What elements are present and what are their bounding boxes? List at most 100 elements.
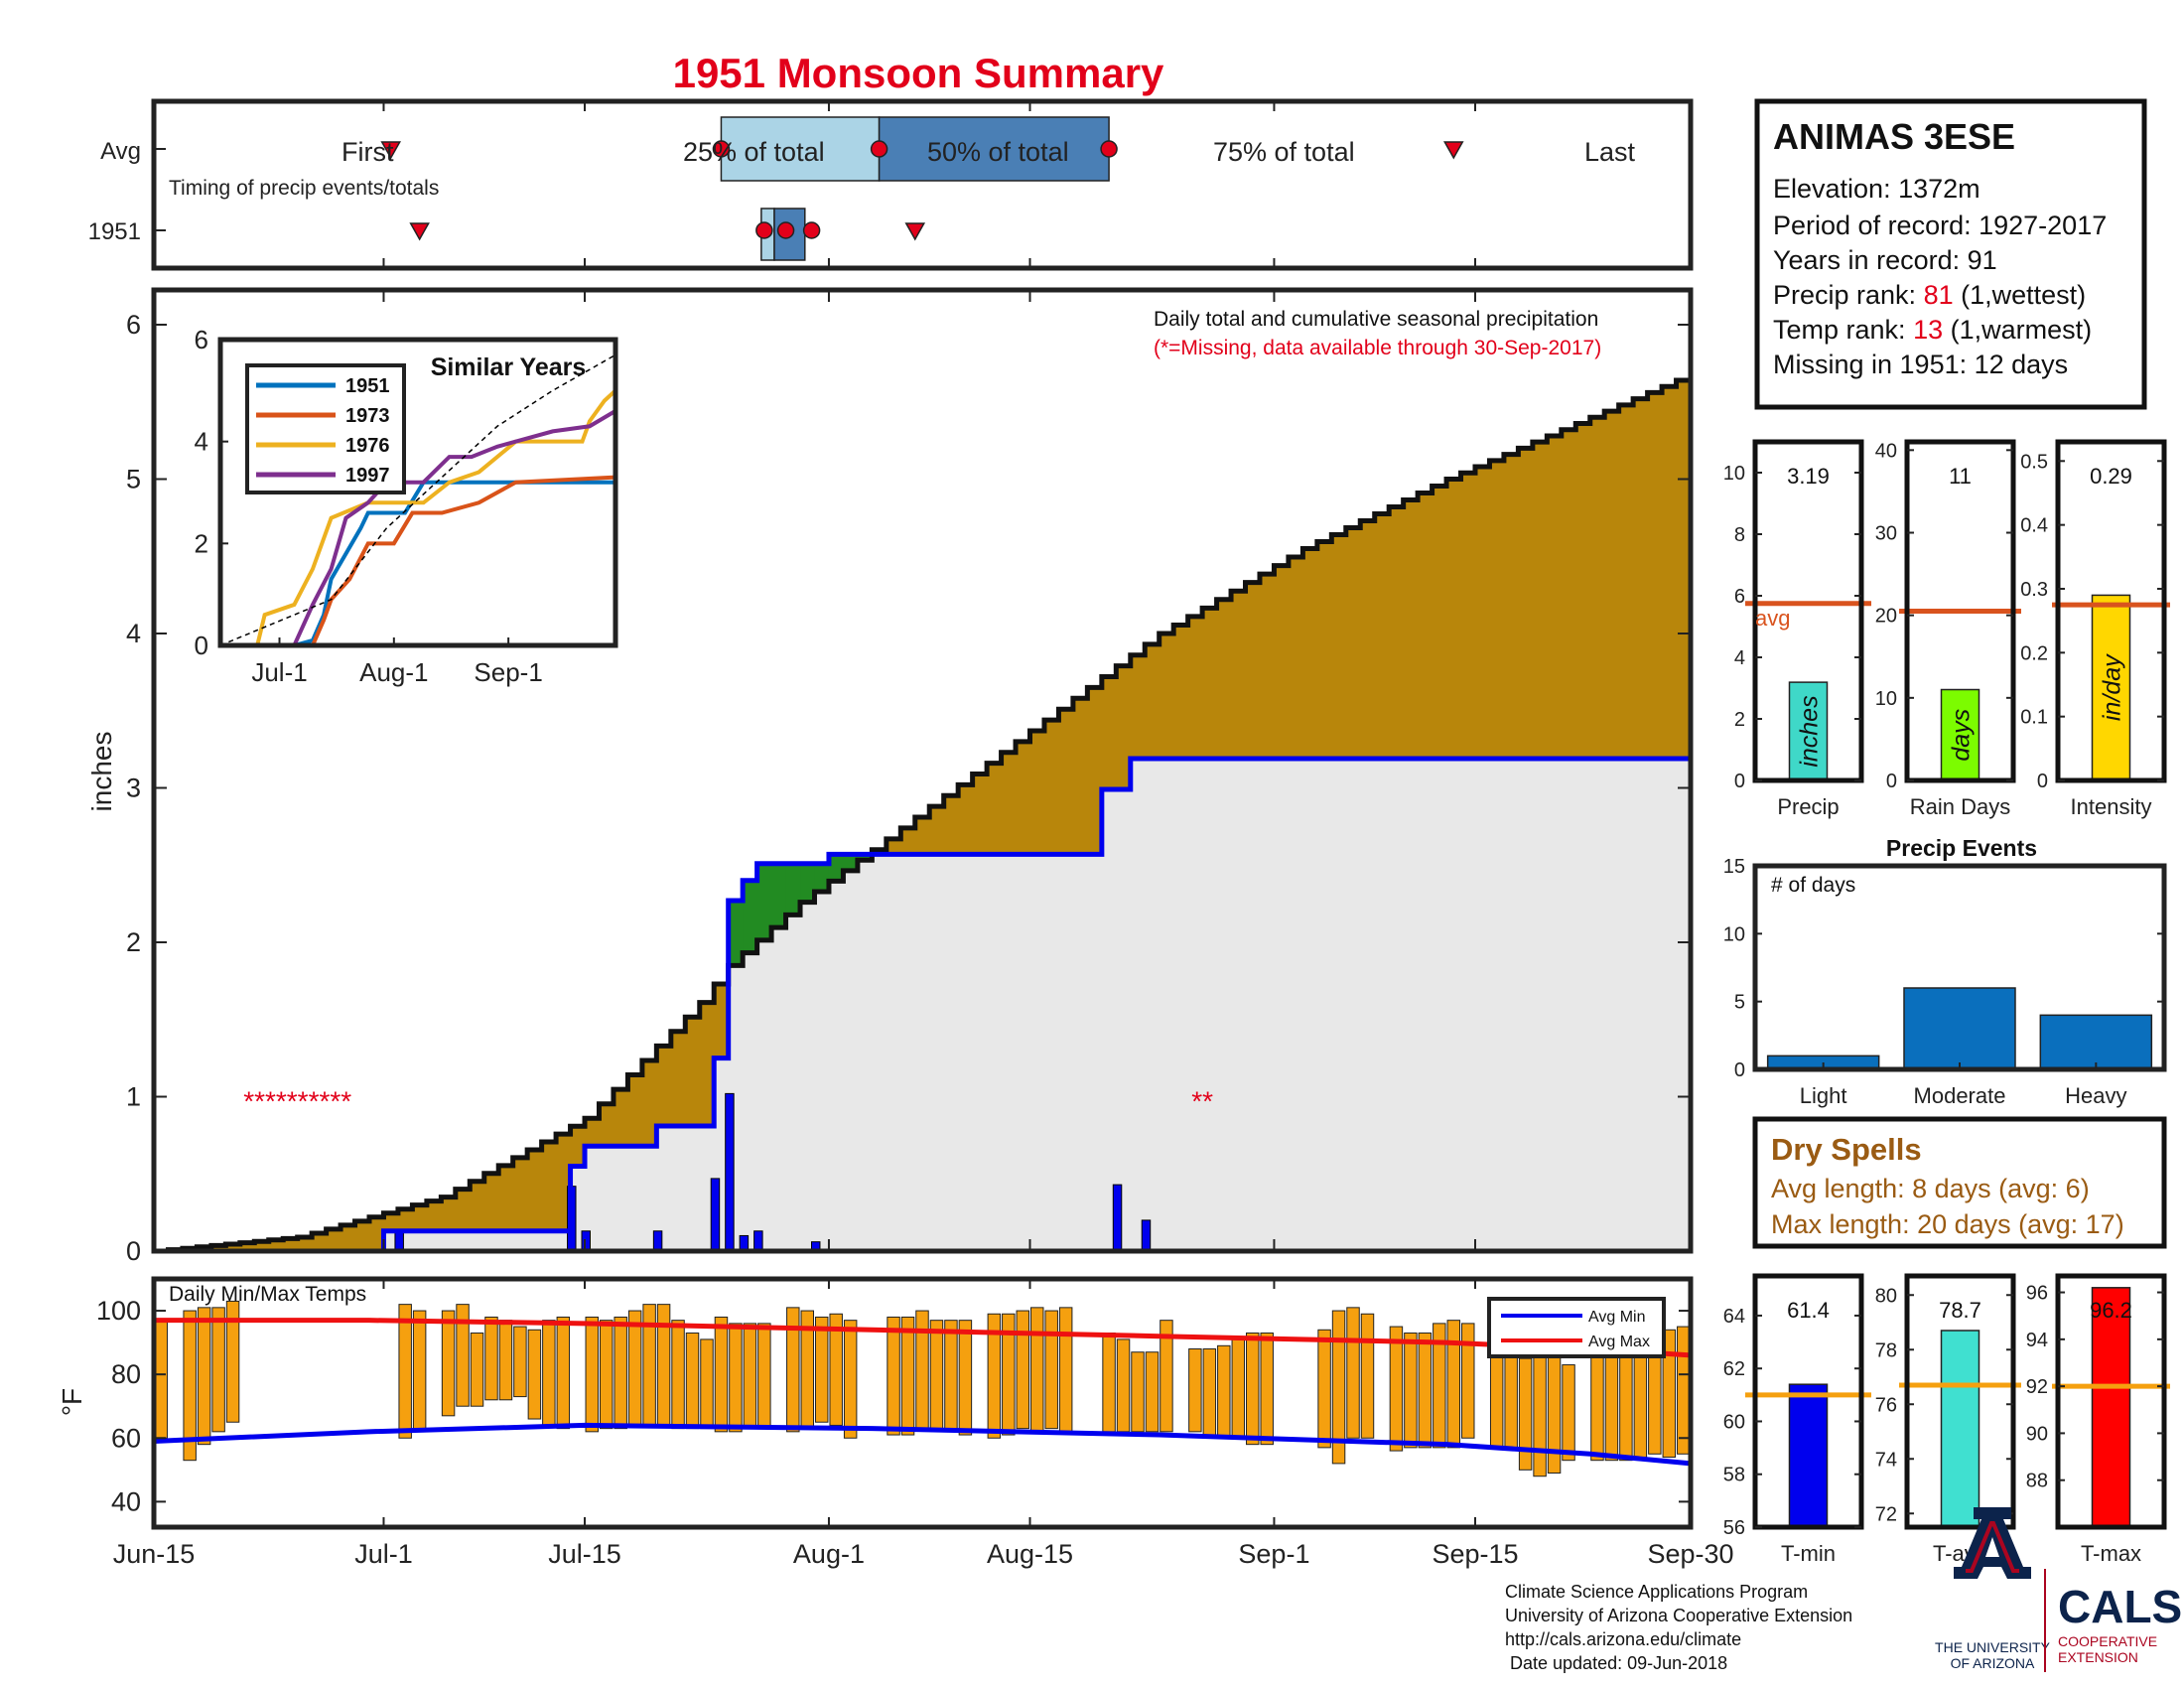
similar-years-inset: Similar Years 1951 1973 1976 1997 0 2 4 6 Jul-1… xyxy=(195,325,618,687)
rain_days-bar xyxy=(1940,688,1980,781)
legend-avg-max: Avg Max xyxy=(1588,1334,1650,1350)
t_max-y-tick-label: 88 xyxy=(2026,1471,2048,1492)
main-y-tick-label: 2 xyxy=(126,927,141,957)
intensity-y-tick-label: 0.4 xyxy=(2020,515,2048,537)
university-of-arizona-logo: THE UNIVERSITY OF ARIZONA xyxy=(1935,1507,2051,1671)
daily-temp-bar xyxy=(627,1310,642,1426)
p75-label: 75% of total xyxy=(1213,137,1355,167)
above-avg-area xyxy=(756,863,772,940)
main-y-tick-label: 4 xyxy=(126,619,141,648)
precip-events-title: Precip Events xyxy=(1886,835,2037,861)
daily-temp-bar xyxy=(441,1310,456,1417)
daily-temp-bar xyxy=(456,1304,470,1407)
precip-avg-label: avg xyxy=(1755,606,1790,631)
daily-temp-bar xyxy=(743,1323,757,1430)
precip-event-bar-heavy xyxy=(2039,1014,2153,1070)
footer-line3: http://cals.arizona.edu/climate xyxy=(1505,1629,1741,1649)
inset-x-tick-label: Jul-1 xyxy=(251,657,307,687)
daily-temp-bar xyxy=(556,1316,571,1430)
daily-temp-bar xyxy=(154,1320,168,1439)
p50-label: 50% of total xyxy=(927,137,1069,167)
station-missing: Missing in 1951: 12 days xyxy=(1773,350,2068,379)
t_avg-y-tick-label: 76 xyxy=(1875,1394,1897,1416)
above-avg-area xyxy=(828,854,844,882)
daily-temp-bar xyxy=(958,1320,973,1436)
t_min-y-tick-label: 60 xyxy=(1723,1411,1745,1433)
daily-temp-bar xyxy=(513,1326,527,1398)
daily-temp-bar xyxy=(1562,1364,1575,1462)
daily-temp-bar xyxy=(656,1304,671,1426)
main-y-tick-label: 6 xyxy=(126,310,141,340)
dry-spells-avg: Avg length: 8 days (avg: 6) xyxy=(1771,1174,2090,1203)
x-tick-label: Jul-1 xyxy=(354,1539,413,1569)
avg-p50-marker xyxy=(870,140,888,158)
temp-y-tick-label: 40 xyxy=(111,1486,141,1516)
rain_days-y-tick-label: 20 xyxy=(1875,606,1897,628)
cumulative-1951-line xyxy=(380,756,1691,1251)
daily-temp-bar xyxy=(1202,1348,1217,1436)
daily-temp-bar xyxy=(1389,1326,1404,1452)
daily-temp-bar xyxy=(900,1316,915,1436)
legend-avg-min: Avg Min xyxy=(1588,1309,1646,1326)
p25-label: 25% of total xyxy=(683,137,825,167)
t_min-y-tick-label: 56 xyxy=(1723,1517,1745,1539)
rain_days-y-tick-label: 10 xyxy=(1875,688,1897,710)
daily-temp-bar xyxy=(887,1316,900,1436)
precip_total-frame xyxy=(1752,439,1864,783)
precip_total-x-label: Precip xyxy=(1777,794,1839,819)
t_max-value-label: 96.2 xyxy=(2090,1298,2132,1323)
precip-events-ylabel: # of days xyxy=(1771,874,1855,897)
daily-temp-bar xyxy=(671,1320,685,1430)
daily-temp-bar xyxy=(1518,1357,1533,1471)
daily-temp-bar xyxy=(412,1310,427,1433)
daily-temp-bar xyxy=(1058,1307,1073,1433)
t_avg-y-tick-label: 78 xyxy=(1875,1339,1897,1361)
daily-temp-bar xyxy=(729,1323,743,1433)
intensity-frame xyxy=(2055,439,2167,783)
daily-temp-bar xyxy=(843,1320,858,1439)
rain_days-bar-label: days xyxy=(1948,709,1976,762)
temp-y-tick-label: 100 xyxy=(96,1296,141,1326)
daily-temp-bar xyxy=(1590,1348,1604,1462)
t_avg-y-tick-label: 80 xyxy=(1875,1285,1897,1307)
x-tick-label: Jun-15 xyxy=(113,1539,196,1569)
daily-temp-bar xyxy=(484,1316,498,1401)
events-x-tick-label: Heavy xyxy=(2065,1083,2126,1108)
footer-line4: Date updated: 09-Jun-2018 xyxy=(1505,1653,1727,1673)
precip_total-bar-label: inches xyxy=(1796,695,1824,767)
cals-line1: COOPERATIVE xyxy=(2058,1633,2157,1649)
t_avg-y-tick-label: 72 xyxy=(1875,1503,1897,1525)
t_min-x-label: T-min xyxy=(1781,1541,1836,1566)
last-label: Last xyxy=(1584,137,1636,167)
above-avg-area xyxy=(785,863,801,915)
daily-temp-bar xyxy=(1619,1341,1633,1462)
above-avg-area xyxy=(728,901,744,966)
main-ylabel: inches xyxy=(86,732,117,812)
daily-temp-bar xyxy=(1145,1351,1160,1433)
daily-temp-bar xyxy=(1160,1320,1173,1433)
temps-legend: Avg Min Avg Max xyxy=(1487,1297,1666,1358)
t_min-value-label: 61.4 xyxy=(1787,1298,1830,1323)
daily-temp-bar xyxy=(1418,1332,1433,1449)
temps-frame xyxy=(151,1276,1694,1530)
daily-temp-bar xyxy=(183,1310,197,1462)
precip_total-y-tick-label: 10 xyxy=(1723,463,1745,485)
daily-temp-bar xyxy=(1188,1348,1202,1433)
main-frame xyxy=(151,287,1694,1254)
daily-temp-bar xyxy=(599,1320,614,1430)
main-y-tick-label: 5 xyxy=(126,465,141,494)
daily-precip-bar xyxy=(1112,1184,1123,1252)
timing-panel: Avg 1951 Timing of precip events/totals … xyxy=(88,98,1694,271)
precip_total-y-tick-label: 2 xyxy=(1734,709,1745,731)
t_max-y-tick-label: 96 xyxy=(2026,1283,2048,1305)
daily-temp-bar xyxy=(1433,1323,1446,1449)
daily-temp-bar xyxy=(929,1320,944,1430)
daily-temp-bar xyxy=(585,1316,599,1433)
intensity-y-tick-label: 0 xyxy=(2037,771,2048,792)
daily-temp-bar xyxy=(1404,1332,1418,1449)
inset-legend-label: 1976 xyxy=(345,435,390,457)
daily-precip-bar xyxy=(581,1230,591,1252)
inset-series-line-1973 xyxy=(220,475,616,647)
daily-temp-bar xyxy=(1533,1354,1547,1477)
